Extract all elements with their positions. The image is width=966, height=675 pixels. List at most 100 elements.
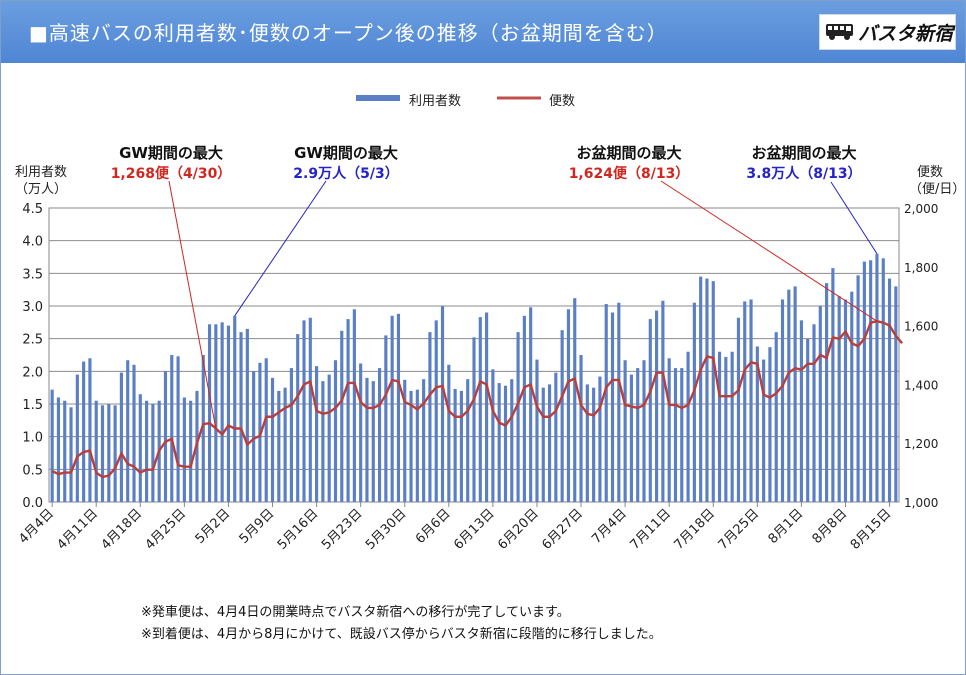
y-left-tick-label: 3.0 xyxy=(22,300,43,315)
bar xyxy=(554,372,558,502)
bar xyxy=(793,286,797,502)
bar xyxy=(352,309,356,502)
y-right-tick-label: 1,400 xyxy=(904,378,938,392)
bar xyxy=(522,315,526,502)
bar xyxy=(485,312,489,502)
x-tick-label: 8月8日 xyxy=(810,506,851,547)
x-tick-label: 7月25日 xyxy=(716,506,763,553)
bar xyxy=(239,332,243,502)
bar xyxy=(453,388,457,502)
bar xyxy=(755,346,759,502)
bar xyxy=(409,390,413,502)
bar xyxy=(736,317,741,502)
bar xyxy=(75,374,79,502)
bar xyxy=(774,332,778,502)
bar xyxy=(434,320,438,502)
bar xyxy=(176,356,180,502)
bar xyxy=(573,298,577,502)
bar xyxy=(308,317,312,502)
y-left-tick-label: 1.0 xyxy=(22,431,43,446)
y-right-tick-label: 2,000 xyxy=(904,202,938,216)
bar xyxy=(629,374,633,502)
bar xyxy=(50,389,54,502)
x-tick-label: 5月2日 xyxy=(193,506,234,547)
annotation-leader-line xyxy=(168,180,217,429)
bar xyxy=(189,400,193,502)
bar xyxy=(491,369,495,502)
bar xyxy=(396,313,401,502)
y-left-axis-label: （万人） xyxy=(15,182,67,197)
bar xyxy=(825,283,829,502)
bar xyxy=(799,320,803,502)
bar xyxy=(233,315,237,502)
bar xyxy=(579,355,583,502)
y-left-tick-label: 4.0 xyxy=(22,235,43,250)
annotation-value: 2.9万人（5/3） xyxy=(293,165,398,182)
bar xyxy=(447,364,451,502)
chart-title: ■高速バスの利用者数･便数のオープン後の推移（お盆期間を含む） xyxy=(29,21,668,45)
bar xyxy=(119,372,123,502)
bar xyxy=(661,300,665,502)
bar xyxy=(850,291,854,502)
bar xyxy=(384,335,388,502)
y-left-tick-label: 0.0 xyxy=(22,496,43,511)
bar xyxy=(818,306,822,502)
bar xyxy=(94,400,98,502)
x-tick-label: 6月20日 xyxy=(495,506,542,553)
bar xyxy=(201,355,205,502)
bar xyxy=(887,278,892,502)
bar xyxy=(843,299,848,502)
title-banner: ■高速バスの利用者数･便数のオープン後の推移（お盆期間を含む） バスタ新宿 xyxy=(1,1,965,63)
bar xyxy=(207,324,212,502)
bar xyxy=(88,358,92,502)
bar xyxy=(699,276,703,502)
y-right-tick-label: 1,800 xyxy=(904,261,938,275)
bar xyxy=(516,332,520,502)
bar xyxy=(856,275,860,502)
bar xyxy=(333,360,338,502)
bar xyxy=(762,359,766,502)
x-tick-label: 6月13日 xyxy=(451,506,498,553)
bar xyxy=(604,304,608,502)
bar xyxy=(126,360,130,502)
bar xyxy=(466,379,470,502)
bar xyxy=(812,324,816,502)
bar xyxy=(881,258,885,502)
y-left-tick-label: 3.5 xyxy=(22,267,43,282)
logo-text: バスタ新宿 xyxy=(858,23,954,45)
bar xyxy=(132,364,136,502)
bar xyxy=(365,377,369,502)
bar xyxy=(321,381,325,502)
bar xyxy=(252,371,256,502)
bar xyxy=(214,324,218,502)
bar xyxy=(69,407,73,502)
bar xyxy=(875,253,879,502)
bar xyxy=(170,355,174,502)
bar xyxy=(289,368,293,502)
bar xyxy=(107,404,111,502)
bar xyxy=(623,360,627,502)
x-tick-label: 4月4日 xyxy=(16,506,57,547)
bar xyxy=(724,356,728,502)
x-tick-label: 4月18日 xyxy=(99,506,146,553)
bar xyxy=(283,387,287,502)
bar xyxy=(82,361,86,502)
bar xyxy=(705,278,709,502)
bar xyxy=(113,405,117,502)
bar xyxy=(440,306,445,502)
bar xyxy=(270,377,275,502)
bar xyxy=(220,322,224,502)
y-right-axis-label: （便/日） xyxy=(909,182,965,197)
bar xyxy=(428,332,432,502)
bar xyxy=(711,281,715,502)
bar xyxy=(869,260,873,502)
bar xyxy=(780,299,785,502)
bar xyxy=(566,309,571,502)
bar xyxy=(837,296,841,502)
bar xyxy=(415,389,419,502)
bar xyxy=(302,320,306,502)
note-1: ※発車便は、4月4日の開業時点でバスタ新宿への移行が完了しています。 xyxy=(141,605,570,620)
annotation-title: お盆期間の最大 xyxy=(576,144,681,162)
bar xyxy=(806,338,810,502)
